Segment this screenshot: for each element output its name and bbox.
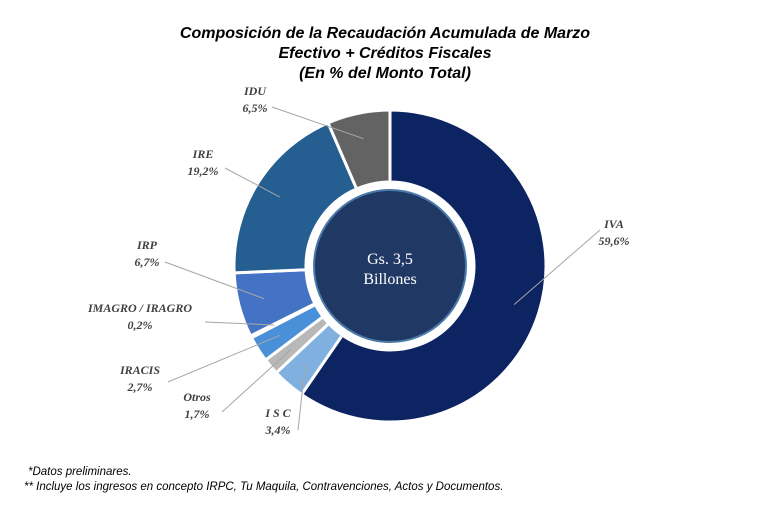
slice-label-name: IMAGRO / IRAGRO [87,301,192,315]
slice-label-name: IRACIS [119,363,160,377]
slice-label-value: 2,7% [127,380,153,394]
leader-line [221,349,291,413]
leader-line [224,167,281,198]
slice-label-name: I S C [264,406,291,420]
slice-labels: IVA 59,6% I S C 3,4% Otros 1,7% IRACIS 2,7% IMAG… [87,84,630,437]
slice-label-value: 6,5% [243,101,268,115]
chart-title-line-3: (En % del Monto Total) [299,65,471,82]
slice-label-name: IDU [243,84,267,98]
center-label-line-2: Billones [363,271,416,288]
slice-label-value: 1,7% [185,407,210,421]
chart-title-line-1: Composición de la Recaudación Acumulada … [180,25,590,42]
footnote-includes: ** Incluye los ingresos en concepto IRPC… [24,481,504,493]
center-disc [313,189,467,343]
leader-line [297,364,306,431]
leader-line [167,334,281,383]
slice-label-value: 3,4% [265,423,291,437]
leader-line [164,261,265,300]
slice-label-name: IRE [192,147,214,161]
slice-label-name: IVA [603,217,624,231]
slice-idu [326,108,392,191]
footnote-preliminary: *Datos preliminares. [28,466,132,478]
center-label-line-1: Gs. 3,5 [367,251,413,268]
leader-line [513,229,601,305]
slice-label-value: 19,2% [188,164,219,178]
slice-label-value: 6,7% [135,255,160,269]
slice-label-name: IRP [136,238,158,252]
slice-label-value: 59,6% [599,234,630,248]
chart-title-line-2: Efectivo + Créditos Fiscales [279,45,492,62]
slice-label-name: Otros [183,390,211,404]
slice-iva [299,108,548,424]
slice-label-value: 0,2% [128,318,153,332]
leader-line [204,321,275,326]
leader-line [271,106,364,140]
